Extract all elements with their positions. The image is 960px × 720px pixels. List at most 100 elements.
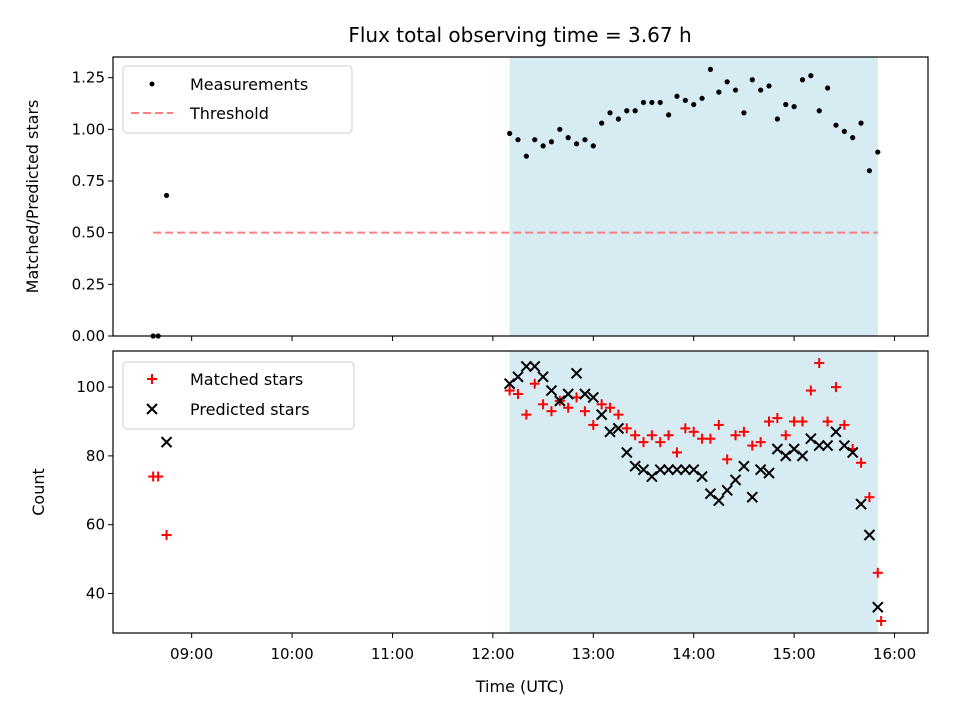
measurement-point [749, 77, 755, 83]
predicted-star-point [512, 371, 524, 383]
matched-star-point [512, 388, 523, 399]
measurement-point [707, 66, 714, 72]
predicted-star-point [520, 360, 533, 373]
predicted-star-point [771, 443, 784, 455]
bottom-legend-box [122, 361, 355, 430]
y-tick-label: 0.00 [72, 327, 105, 345]
predicted-star-point [604, 426, 616, 438]
predicted-star-point [646, 470, 658, 483]
bottom-panel: 40 60 80 100 09:00 10:00 11:00 12:00 13:00 14:00… [29, 350, 929, 696]
matched-star-point [638, 437, 649, 448]
matched-star-point [588, 419, 599, 430]
matched-star-point [613, 409, 624, 420]
measurement-point [808, 73, 814, 79]
predicted-star-point [621, 446, 633, 459]
measurement-point [766, 83, 772, 89]
predicted-star-point [763, 467, 775, 479]
legend-predicted-marker [146, 403, 158, 415]
measurement-point [799, 77, 806, 83]
predicted-star-point [671, 463, 683, 476]
legend-threshold-label: Threshold [189, 104, 269, 123]
measurement-point [724, 79, 730, 85]
measurement-point [691, 101, 697, 108]
y-tick-label: 40 [86, 584, 105, 602]
predicted-star-point [813, 439, 825, 452]
y-tick-label: 0.75 [72, 172, 105, 190]
predicted-star-point [696, 470, 708, 483]
top-shaded-span [509, 57, 878, 336]
measurement-point [682, 97, 688, 103]
measurement-point [850, 135, 856, 141]
matched-star-point [839, 419, 850, 430]
y-tick-label: 80 [86, 447, 105, 465]
y-tick-label: 0.50 [72, 224, 105, 242]
predicted-star-point [662, 463, 675, 476]
x-tick-label: 09:00 [170, 645, 213, 663]
predicted-star-point [529, 360, 541, 373]
predicted-star-point [688, 463, 700, 476]
predicted-star-point [537, 371, 549, 383]
measurement-point [858, 120, 864, 126]
measurement-point [741, 110, 747, 116]
matched-star-point [738, 426, 749, 437]
predicted-star-point [562, 388, 574, 400]
matched-star-point [688, 426, 699, 437]
matched-star-point [529, 378, 540, 389]
legend-cross [146, 403, 158, 415]
top-y-axis-label: Matched/Predicted stars [23, 100, 42, 294]
matched-star-point [663, 430, 674, 441]
predicted-star-point [729, 474, 742, 486]
legend-matched-label: Matched stars [190, 370, 303, 389]
measurement-point [607, 110, 613, 116]
measurement-point [624, 108, 630, 114]
top-legend: Measurements Threshold [122, 65, 353, 134]
measurement-point [732, 87, 739, 93]
x-tick-label: 13:00 [572, 645, 615, 663]
y-tick-label: 1.00 [72, 120, 105, 138]
y-tick-label: 0.25 [72, 275, 105, 293]
matched-star-point [571, 392, 582, 403]
legend-matched-marker [147, 374, 157, 384]
measurement-point [632, 108, 638, 114]
predicted-star-point [796, 450, 809, 462]
matched-star-point [830, 382, 841, 393]
predicted-star-point [863, 529, 876, 541]
measurement-point [548, 139, 555, 145]
measurement-point [674, 93, 680, 99]
predicted-star-points [160, 360, 884, 613]
measurement-point [523, 153, 529, 159]
matched-star-point [563, 402, 574, 413]
predicted-star-point [754, 463, 767, 476]
predicted-star-point [805, 432, 817, 445]
predicted-star-point [830, 426, 842, 438]
matched-star-point [630, 430, 641, 441]
predicted-star-point [503, 377, 516, 390]
bottom-y-ticks: 40 60 80 100 [76, 378, 113, 602]
measurement-point [833, 122, 839, 128]
measurement-point [540, 143, 546, 149]
predicted-star-point [746, 491, 758, 503]
matched-star-point [872, 567, 883, 578]
measurement-point [699, 95, 705, 101]
predicted-star-point [846, 446, 859, 459]
bottom-legend: Matched stars Predicted stars [122, 361, 355, 430]
measurement-point [649, 99, 655, 106]
predicted-star-point [738, 460, 750, 472]
measurement-point [774, 116, 780, 122]
predicted-star-point [872, 601, 884, 613]
measurement-point [866, 168, 873, 174]
predicted-star-point [679, 463, 692, 476]
matched-star-point [755, 437, 766, 448]
matched-star-point [864, 492, 875, 503]
predicted-star-point [160, 436, 173, 448]
x-tick-label: 16:00 [873, 645, 916, 663]
predicted-star-point [587, 391, 600, 404]
matched-star-point [730, 430, 741, 441]
matched-star-point [161, 529, 172, 540]
matched-star-point [153, 471, 164, 482]
top-x-ticks [191, 336, 896, 341]
matched-star-point [713, 419, 724, 430]
matched-star-point [596, 399, 607, 410]
predicted-star-point [780, 450, 792, 462]
